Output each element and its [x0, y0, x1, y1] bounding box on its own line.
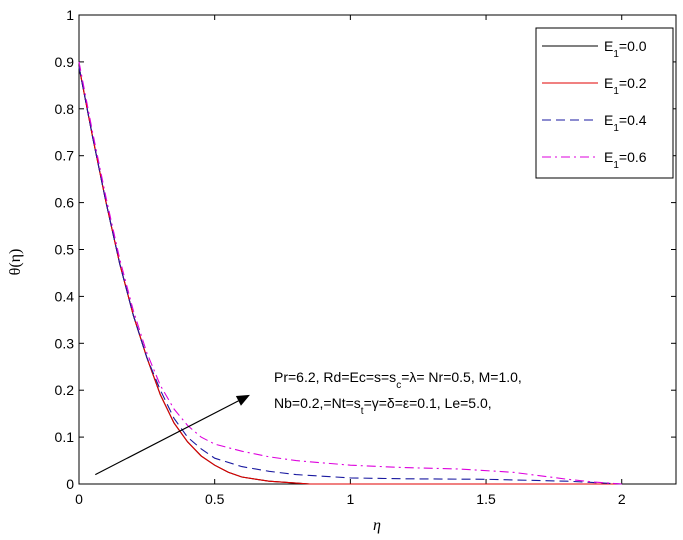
- annotation-arrow-head: [235, 394, 250, 406]
- legend-label-1: E1=0.2: [604, 75, 647, 97]
- x-tick-label: 1.5: [476, 491, 496, 507]
- legend-label-main: E: [604, 149, 613, 165]
- x-tick-label: 0.5: [205, 491, 225, 507]
- legend-box: [535, 27, 674, 179]
- legend-label-main: E: [604, 75, 613, 91]
- y-tick-label: 0.3: [55, 335, 75, 351]
- y-tick-label: 0.2: [55, 382, 75, 398]
- legend-label-main: E: [604, 112, 613, 128]
- legend-label-sub: 1: [613, 160, 619, 171]
- annotation-arrow: [95, 400, 239, 476]
- series-group: [78, 61, 622, 485]
- annotation-line-2: Nb=0.2,=Nt=st=γ=δ=ε=0.1, Le=5.0,: [274, 395, 492, 417]
- annotation-line-2-sub: t: [361, 406, 364, 417]
- legend: E1=0.0E1=0.2E1=0.4E1=0.6: [535, 27, 674, 179]
- x-axis: 0 0.5 1 1.5 2: [75, 15, 626, 507]
- legend-label-sub: 1: [613, 123, 619, 134]
- legend-label-main: E: [604, 38, 613, 54]
- series-line-2: [78, 66, 622, 485]
- legend-label-2: E1=0.4: [604, 112, 647, 134]
- x-tick-label: 0: [75, 491, 83, 507]
- x-tick-label: 2: [618, 491, 626, 507]
- legend-label-sub: 1: [613, 86, 619, 97]
- annotation-line-1-sub: c: [396, 380, 401, 391]
- y-tick-label: 0.4: [55, 288, 75, 304]
- annotation-line-2-rest: =γ=δ=ε=0.1, Le=5.0,: [364, 395, 492, 411]
- y-tick-label: 0.1: [55, 429, 75, 445]
- parameter-annotation: Pr=6.2, Rd=Ec=s=sc=λ= Nr=0.5, M=1.0, Nb=…: [95, 369, 522, 476]
- annotation-line-1: Pr=6.2, Rd=Ec=s=sc=λ= Nr=0.5, M=1.0,: [274, 369, 522, 391]
- y-tick-label: 0.7: [55, 148, 75, 164]
- legend-label-value: =0.4: [619, 112, 647, 128]
- legend-label-3: E1=0.6: [604, 149, 647, 171]
- annotation-line-1-rest: =λ= Nr=0.5, M=1.0,: [401, 369, 522, 385]
- x-axis-label: η: [373, 517, 381, 534]
- legend-label-value: =0.2: [619, 75, 647, 91]
- y-tick-label: 0.6: [55, 195, 75, 211]
- y-tick-label: 0.9: [55, 54, 75, 70]
- y-tick-label: 0: [66, 476, 74, 492]
- legend-label-value: =0.0: [619, 38, 647, 54]
- x-tick-label: 1: [346, 491, 354, 507]
- series-line-3: [78, 61, 622, 485]
- y-tick-label: 0.5: [55, 242, 75, 258]
- annotation-line-1-text: Pr=6.2, Rd=Ec=s=s: [274, 369, 396, 385]
- legend-label-0: E1=0.0: [604, 38, 647, 60]
- y-tick-label: 0.8: [55, 101, 75, 117]
- annotation-line-2-text: Nb=0.2,=Nt=s: [274, 395, 361, 411]
- y-tick-label: 1: [66, 7, 74, 23]
- y-axis: 0 0.1 0.2 0.3 0.4 0.5 0.6 0.7 0.8 0.9 1: [55, 7, 676, 492]
- y-axis-label: θ(η): [7, 249, 24, 276]
- legend-label-value: =0.6: [619, 149, 647, 165]
- legend-label-sub: 1: [613, 49, 619, 60]
